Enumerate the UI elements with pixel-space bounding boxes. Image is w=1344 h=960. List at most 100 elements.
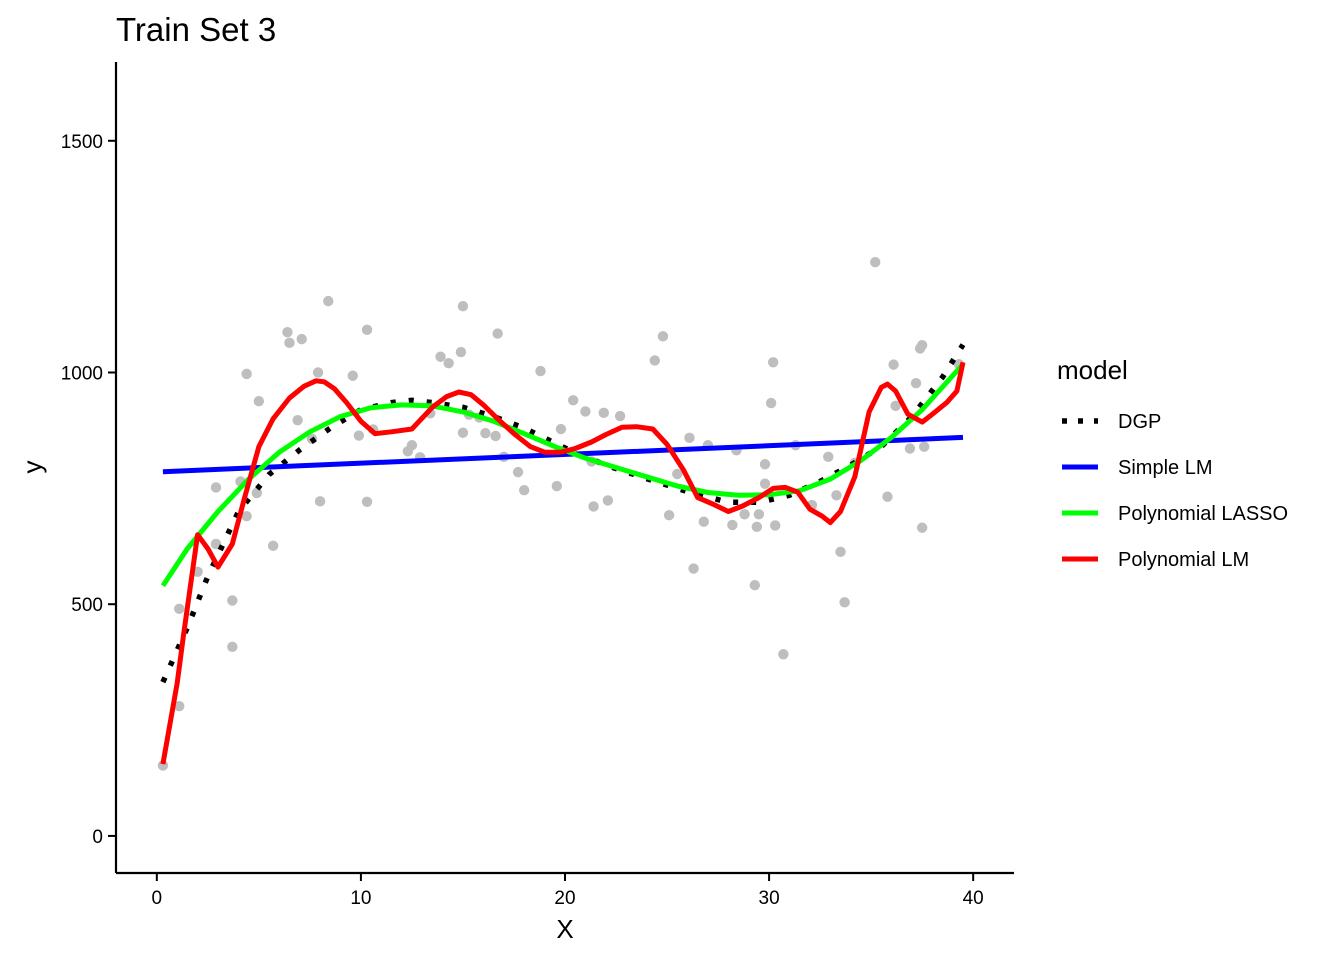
data-point xyxy=(457,301,469,312)
data-point xyxy=(831,490,842,501)
data-point xyxy=(765,397,777,409)
data-point xyxy=(767,357,779,368)
data-point xyxy=(778,649,789,660)
data-point xyxy=(296,333,307,345)
data-point xyxy=(684,432,695,444)
data-point xyxy=(361,496,373,507)
data-point xyxy=(753,509,765,520)
data-point xyxy=(253,396,265,407)
data-point xyxy=(323,295,334,307)
legend-label: Polynomial LM xyxy=(1118,549,1249,571)
data-point xyxy=(241,368,252,380)
series-line-polynomial-lasso xyxy=(160,362,965,588)
y-tick-label: 1500 xyxy=(61,132,103,153)
legend-title: model xyxy=(1057,355,1128,385)
data-point xyxy=(406,440,418,451)
data-point xyxy=(657,331,669,342)
data-point xyxy=(698,516,709,527)
data-point xyxy=(727,519,738,531)
data-point xyxy=(614,410,626,422)
data-point xyxy=(353,430,365,441)
data-point xyxy=(251,487,263,499)
data-point xyxy=(663,510,675,521)
data-point xyxy=(904,443,916,454)
x-tick-label: 20 xyxy=(554,888,575,909)
x-axis-label: X xyxy=(556,914,573,944)
data-point xyxy=(888,359,899,370)
data-point xyxy=(492,328,503,339)
data-point xyxy=(267,540,279,552)
data-point xyxy=(435,351,446,362)
data-point xyxy=(835,546,846,558)
x-tick-label: 10 xyxy=(350,888,371,909)
data-point xyxy=(555,423,567,435)
series-line-polynomial-lm xyxy=(160,361,966,765)
data-point xyxy=(490,430,501,442)
data-point xyxy=(588,501,599,512)
data-point xyxy=(916,522,928,533)
data-point xyxy=(241,510,252,522)
legend-label: Polynomial LASSO xyxy=(1118,503,1288,525)
data-point xyxy=(567,395,579,406)
data-point xyxy=(739,509,750,520)
y-ticks: 0 500 1000 1500 xyxy=(61,132,116,848)
points-layer xyxy=(157,257,965,771)
data-point xyxy=(751,521,763,533)
data-point xyxy=(347,370,358,381)
data-point xyxy=(455,346,467,358)
y-tick-label: 0 xyxy=(92,827,103,848)
data-point xyxy=(227,641,238,653)
data-point xyxy=(839,597,850,608)
data-point xyxy=(916,339,928,351)
x-tick-label: 30 xyxy=(759,888,780,909)
data-point xyxy=(672,468,683,480)
data-point xyxy=(919,441,930,452)
data-point xyxy=(870,257,881,268)
x-tick-label: 40 xyxy=(963,888,984,909)
y-axis-label: y xyxy=(17,461,47,474)
data-point xyxy=(210,538,222,550)
data-point xyxy=(823,451,834,463)
data-point xyxy=(749,580,761,591)
lines-layer xyxy=(160,343,966,765)
data-point xyxy=(480,428,491,439)
data-point xyxy=(759,478,771,489)
data-point xyxy=(551,480,563,492)
data-point xyxy=(282,326,293,338)
x-ticks: 0 10 20 30 40 xyxy=(152,873,984,909)
y-tick-label: 1000 xyxy=(61,363,103,384)
data-point xyxy=(210,482,222,493)
series-line-simple-lm xyxy=(162,434,964,475)
data-point xyxy=(580,406,591,417)
data-point xyxy=(649,355,660,366)
data-point xyxy=(602,495,614,506)
data-point xyxy=(688,563,699,574)
data-point xyxy=(443,358,454,369)
data-point xyxy=(227,595,238,606)
data-point xyxy=(890,400,901,412)
data-point xyxy=(361,324,373,336)
series-line-dgp xyxy=(160,343,966,684)
legend: model DGP Simple LM Polynomial LASSO Polyno… xyxy=(1057,355,1288,571)
data-point xyxy=(759,459,771,470)
data-point xyxy=(312,367,324,378)
data-point xyxy=(910,377,922,389)
data-point xyxy=(314,496,326,507)
data-point xyxy=(174,603,185,615)
data-point xyxy=(770,520,781,531)
data-point xyxy=(457,427,469,438)
data-point xyxy=(174,700,185,712)
data-point xyxy=(598,407,609,419)
data-point xyxy=(535,365,546,377)
legend-label: Simple LM xyxy=(1118,457,1212,479)
legend-label: DGP xyxy=(1118,411,1161,433)
y-tick-label: 500 xyxy=(71,595,103,616)
x-tick-label: 0 xyxy=(152,888,163,909)
data-point xyxy=(292,415,303,426)
chart-title: Train Set 3 xyxy=(116,11,276,48)
data-point xyxy=(284,337,295,349)
data-point xyxy=(512,466,524,478)
data-point xyxy=(518,485,530,496)
data-point xyxy=(882,491,893,502)
